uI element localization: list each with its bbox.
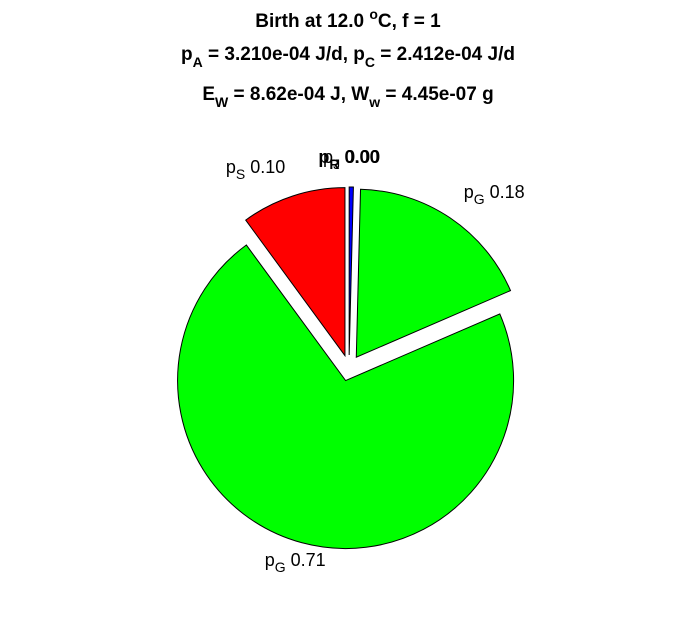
title-part: = 4.45e-07 g	[380, 84, 494, 105]
slice-value: 0.10	[250, 157, 285, 177]
title-part: C, f = 1	[378, 11, 441, 32]
slice-sub: G	[474, 191, 485, 207]
slice-sub: G	[275, 559, 286, 575]
slice-name: p	[226, 157, 236, 177]
slice-name: p	[323, 147, 333, 167]
slice-label: pJ 0.00	[323, 147, 380, 172]
slice-value: 0.71	[291, 550, 326, 570]
slice-label: pS 0.10	[226, 157, 285, 182]
slice-label: pR 0.00	[318, 147, 379, 172]
title-line: pA = 3.210e-04 J/d, pC = 2.412e-04 J/d	[181, 44, 515, 70]
slice-sub: S	[236, 166, 245, 182]
title-part: = 3.210e-04 J/d, p	[203, 44, 365, 65]
pie-slice	[244, 187, 346, 358]
pie-slice	[348, 186, 354, 356]
title-part: p	[181, 44, 193, 65]
slice-name: p	[464, 182, 474, 202]
slice-sub: J	[333, 156, 340, 172]
title-part: C	[365, 54, 375, 70]
slice-value: 0.18	[490, 182, 525, 202]
slice-name: p	[318, 147, 329, 167]
slice-name: p	[265, 550, 275, 570]
pie-slice	[177, 244, 515, 550]
title-part: o	[369, 6, 378, 22]
title-part: Birth at 12.0	[255, 11, 369, 32]
title-line: EW = 8.62e-04 J, Ww = 4.45e-07 g	[202, 84, 493, 110]
title-line: Birth at 12.0 oC, f = 1	[255, 6, 441, 32]
slice-value: 0.00	[345, 147, 380, 167]
title-part: W	[215, 94, 229, 110]
title-part: A	[193, 54, 203, 70]
slice-label: pG 0.18	[464, 182, 525, 207]
title-part: = 2.412e-04 J/d	[375, 44, 515, 65]
title-part: = 8.62e-04 J, W	[228, 84, 369, 105]
slice-sub: R	[329, 156, 339, 172]
slice-value: 0.00	[345, 147, 380, 167]
pie-slice	[355, 188, 512, 358]
title-part: E	[202, 84, 215, 105]
title-part: w	[368, 94, 380, 110]
slice-label: pG 0.71	[265, 550, 326, 575]
